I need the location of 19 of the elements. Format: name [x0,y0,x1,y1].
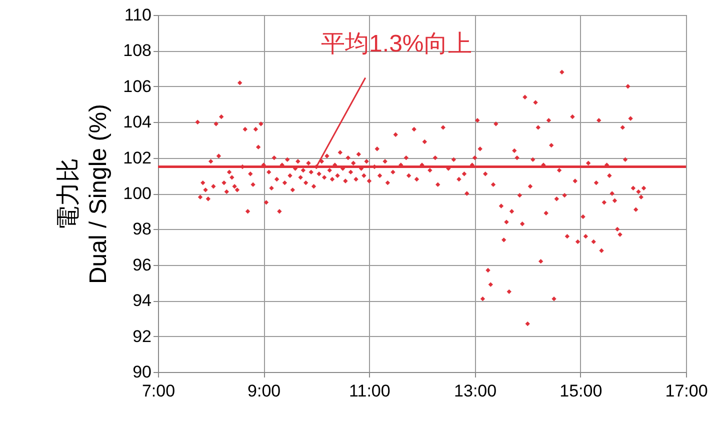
x-tick-label: 11:00 [349,382,390,400]
annotation: 平均1.3%向上 [321,30,472,58]
y-tick-label: 102 [123,148,152,168]
y-tick-label: 98 [132,220,152,239]
x-tick-label: 15:00 [560,382,602,400]
y-tick-label: 96 [132,255,152,274]
x-tick-label: 9:00 [248,382,281,400]
y-axis-title: 電力比 Dual / Single (%) [55,104,112,284]
x-tick-label: 7:00 [142,382,176,400]
y-tick-label: 110 [124,6,152,24]
y-tick-label: 108 [123,41,152,60]
y-tick-label: 104 [123,112,152,132]
y-tick-label: 92 [132,326,152,346]
x-tick-label: 13:00 [454,382,497,400]
y-tick-label: 94 [132,291,152,310]
y-tick-label: 100 [123,184,152,203]
y-tick-label: 106 [123,76,152,96]
y-tick-label: 90 [132,362,152,382]
x-tick-label: 17:00 [665,382,708,400]
